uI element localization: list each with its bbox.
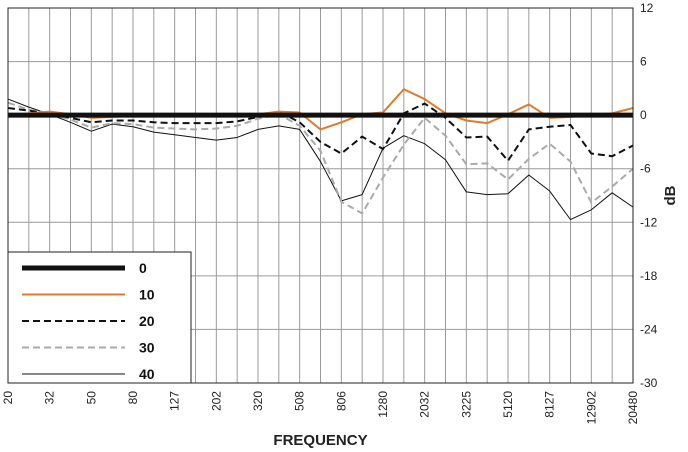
plot-border xyxy=(7,7,634,384)
x-tick-label: 80 xyxy=(126,391,140,405)
x-tick-label: 8127 xyxy=(543,391,557,418)
legend-label-10: 10 xyxy=(139,287,155,303)
legend-label-0: 0 xyxy=(139,260,147,276)
x-tick-label: 20480 xyxy=(626,391,640,425)
legend: 0 10 20 30 40 xyxy=(7,251,192,384)
x-tick-label: 202 xyxy=(209,391,223,411)
x-tick-label: 127 xyxy=(168,391,182,411)
y-axis-title: dB xyxy=(662,185,679,205)
x-tick-label: 12902 xyxy=(584,391,598,425)
y-tick-label: -18 xyxy=(640,269,658,283)
y-tick-label: 0 xyxy=(640,108,647,122)
x-tick-label: 32 xyxy=(43,391,57,405)
series-line-40 xyxy=(7,98,634,221)
legend-label-20: 20 xyxy=(139,313,155,329)
x-tick-label: 5120 xyxy=(501,391,515,418)
x-tick-label: 2032 xyxy=(418,391,432,418)
series-line-20 xyxy=(7,102,634,162)
legend-box xyxy=(7,251,192,384)
x-tick-label: 3225 xyxy=(459,391,473,418)
x-tick-label: 806 xyxy=(334,391,348,411)
y-tick-label: 6 xyxy=(640,55,647,69)
x-tick-label: 50 xyxy=(84,391,98,405)
legend-label-40: 40 xyxy=(139,366,155,382)
y-tick-label: -12 xyxy=(640,215,658,229)
y-tick-label: -30 xyxy=(640,376,658,390)
x-tick-label: 320 xyxy=(251,391,265,411)
y-tick-label: -6 xyxy=(640,162,651,176)
series-layer xyxy=(7,88,634,221)
y-axis-ticks: 12 6 0 -6 -12 -18 -24 -30 xyxy=(640,1,658,390)
x-axis-title: FREQUENCY xyxy=(273,432,367,449)
x-tick-label: 1280 xyxy=(376,391,390,418)
x-tick-label: 20 xyxy=(1,391,15,405)
legend-label-30: 30 xyxy=(139,340,155,356)
y-tick-label: -24 xyxy=(640,322,658,336)
y-tick-label: 12 xyxy=(640,1,654,15)
series-line-30 xyxy=(7,101,634,215)
x-tick-label: 508 xyxy=(293,391,307,411)
x-axis-ticks: 20 32 50 80 127 202 320 508 806 1280 2032 3225 5120 8… xyxy=(1,391,640,425)
